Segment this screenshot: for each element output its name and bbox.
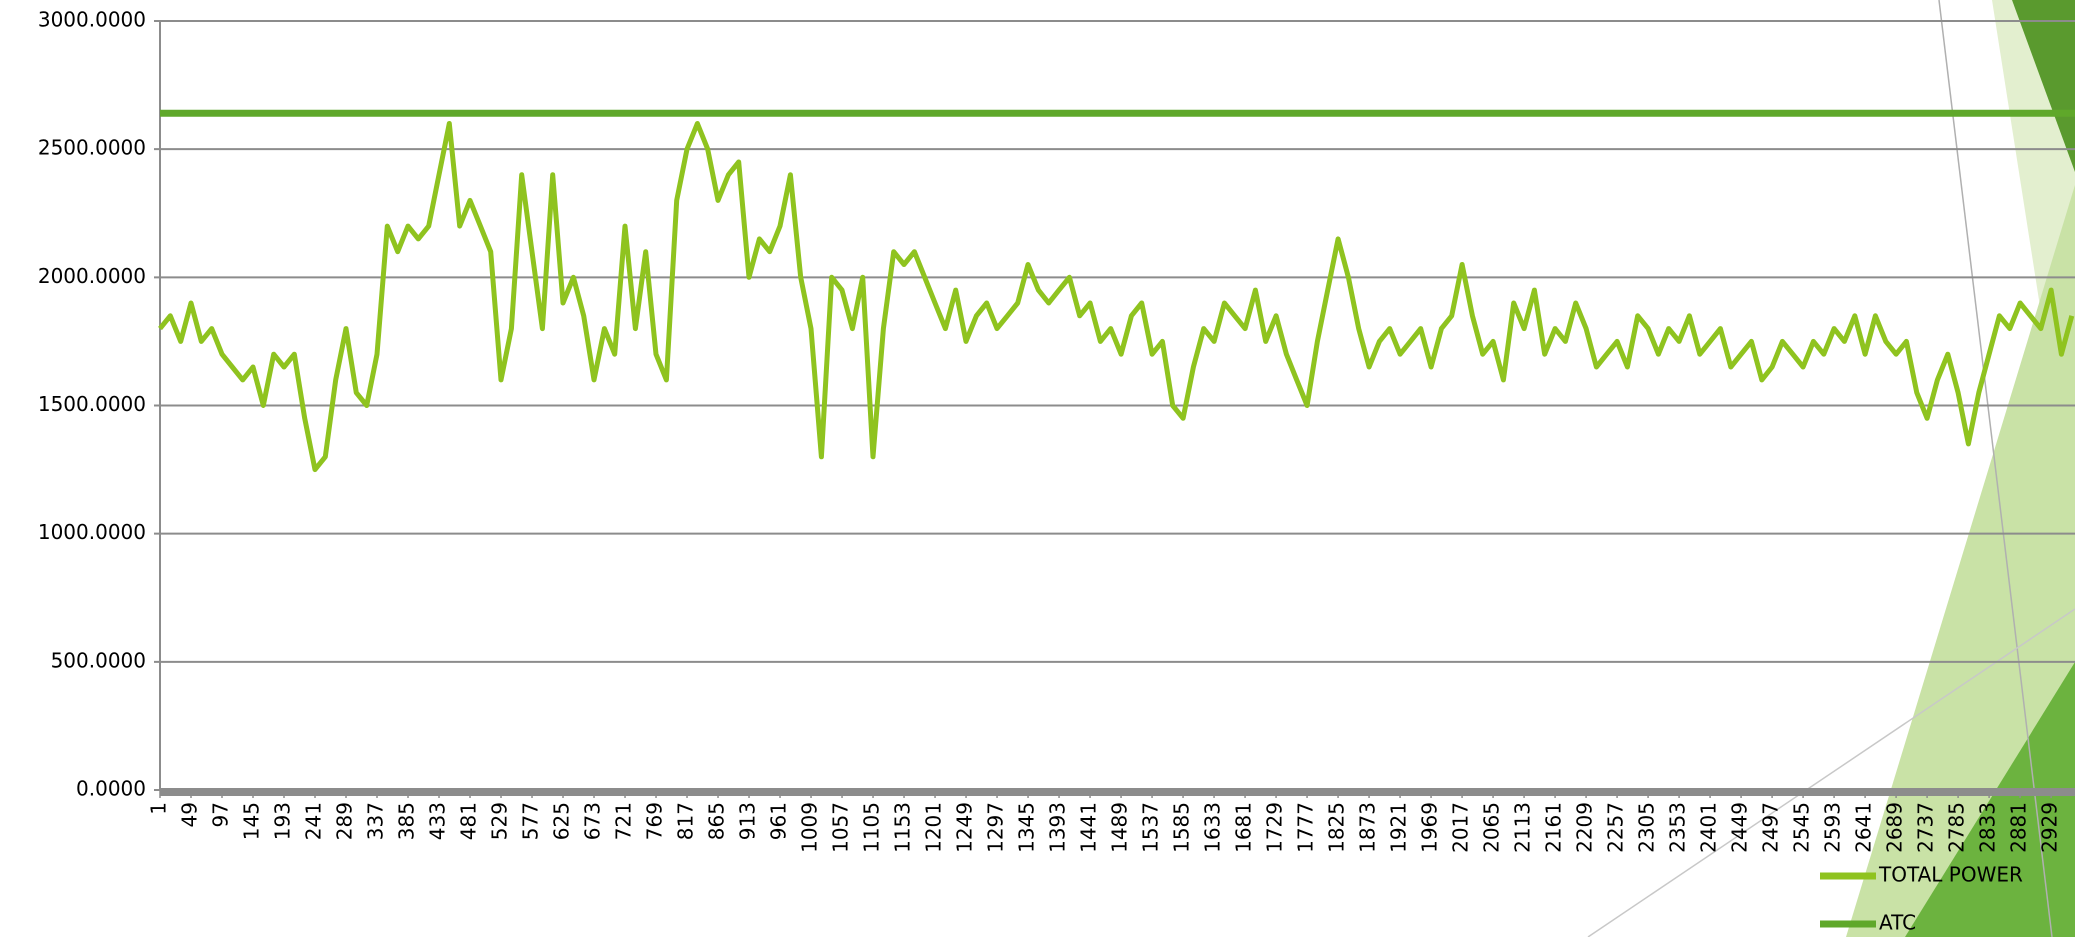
x-tick-label: 2065 bbox=[1480, 802, 1504, 853]
y-tick-label: 1000.0000 bbox=[38, 520, 146, 544]
x-tick-label: 625 bbox=[550, 802, 574, 840]
x-tick-label: 2353 bbox=[1666, 802, 1690, 853]
x-tick-label: 2017 bbox=[1449, 802, 1473, 853]
x-tick-label: 193 bbox=[271, 802, 295, 840]
x-tick-label: 2737 bbox=[1914, 802, 1938, 853]
x-tick-label: 1009 bbox=[798, 802, 822, 853]
x-tick-label: 385 bbox=[395, 802, 419, 840]
x-tick-label: 2161 bbox=[1542, 802, 1566, 853]
x-tick-label: 1537 bbox=[1139, 802, 1163, 853]
x-tick-label: 1777 bbox=[1294, 802, 1318, 853]
x-tick-label: 2305 bbox=[1635, 802, 1659, 853]
x-tick-label: 49 bbox=[178, 802, 202, 827]
legend-label: ATC bbox=[1879, 911, 1916, 935]
x-tick-label: 2593 bbox=[1821, 802, 1845, 853]
x-tick-label: 1633 bbox=[1201, 802, 1225, 853]
x-tick-label: 2449 bbox=[1728, 802, 1752, 853]
deco-corner bbox=[2012, 0, 2075, 172]
x-tick-label: 1393 bbox=[1046, 802, 1070, 853]
x-tick-label: 1873 bbox=[1356, 802, 1380, 853]
x-tick-label: 337 bbox=[364, 802, 388, 840]
x-tick-label: 289 bbox=[333, 802, 357, 840]
y-tick-label: 1500.0000 bbox=[38, 392, 146, 416]
x-tick-label: 2113 bbox=[1511, 802, 1535, 853]
series-line bbox=[158, 121, 2075, 473]
x-tick-label: 2257 bbox=[1604, 802, 1628, 853]
x-tick-label: 2209 bbox=[1573, 802, 1597, 853]
x-tick-label: 577 bbox=[519, 802, 543, 840]
y-tick-label: 500.0000 bbox=[51, 648, 146, 672]
x-tick-label: 1729 bbox=[1263, 802, 1287, 853]
x-tick-label: 1969 bbox=[1418, 802, 1442, 853]
x-tick-label: 817 bbox=[674, 802, 698, 840]
x-tick-label: 673 bbox=[581, 802, 605, 840]
x-tick-label: 2929 bbox=[2038, 802, 2062, 853]
x-tick-label: 1345 bbox=[1015, 802, 1039, 853]
deco-triangle bbox=[1846, 185, 2075, 937]
x-tick-label: 1681 bbox=[1232, 802, 1256, 853]
x-tick-label: 433 bbox=[426, 802, 450, 840]
legend-label: TOTAL POWER bbox=[1878, 863, 2023, 887]
x-tick-label: 241 bbox=[302, 802, 326, 840]
x-tick-label: 1 bbox=[147, 802, 171, 815]
x-tick-label: 1441 bbox=[1077, 802, 1101, 853]
x-tick-label: 145 bbox=[240, 802, 264, 840]
deco-line bbox=[1587, 608, 2075, 937]
x-tick-label: 2785 bbox=[1945, 802, 1969, 853]
deco-line bbox=[1938, 0, 2053, 937]
x-tick-label: 1057 bbox=[829, 802, 853, 853]
x-tick-label: 1585 bbox=[1170, 802, 1194, 853]
y-tick-label: 2000.0000 bbox=[38, 264, 146, 288]
x-tick-label: 2641 bbox=[1852, 802, 1876, 853]
x-tick-label: 529 bbox=[488, 802, 512, 840]
x-tick-label: 1297 bbox=[984, 802, 1008, 853]
x-tick-label: 2833 bbox=[1976, 802, 2000, 853]
x-tick-label: 865 bbox=[705, 802, 729, 840]
x-tick-label: 1249 bbox=[953, 802, 977, 853]
x-tick-label: 1153 bbox=[891, 802, 915, 853]
x-tick-label: 1489 bbox=[1108, 802, 1132, 853]
x-tick-label: 1201 bbox=[922, 802, 946, 853]
deco-triangle-dark bbox=[1905, 662, 2075, 937]
plot: 0.0000 500.0000 1000.0000 1500.0000 2000.000… bbox=[38, 8, 2075, 935]
y-tick-label: 2500.0000 bbox=[38, 136, 146, 160]
x-tick-label: 769 bbox=[643, 802, 667, 840]
x-tick-label: 721 bbox=[612, 802, 636, 840]
x-tick-label: 1825 bbox=[1325, 802, 1349, 853]
x-tick-label: 1105 bbox=[860, 802, 884, 853]
x-tick-label: 481 bbox=[457, 802, 481, 840]
y-tick-label: 3000.0000 bbox=[38, 8, 146, 32]
x-axis bbox=[160, 788, 2075, 796]
x-tick-label: 1921 bbox=[1387, 802, 1411, 853]
y-tick-label: 0.0000 bbox=[76, 777, 146, 801]
x-tick-label: 2545 bbox=[1790, 802, 1814, 853]
x-tick-label: 2497 bbox=[1759, 802, 1783, 853]
x-tick-label: 2401 bbox=[1697, 802, 1721, 853]
x-tick-label: 97 bbox=[209, 802, 233, 827]
x-tick-label: 2881 bbox=[2007, 802, 2031, 853]
x-tick-label: 913 bbox=[736, 802, 760, 840]
x-tick-label: 961 bbox=[767, 802, 791, 840]
x-tick-label: 2689 bbox=[1883, 802, 1907, 853]
decoration bbox=[1587, 0, 2075, 937]
